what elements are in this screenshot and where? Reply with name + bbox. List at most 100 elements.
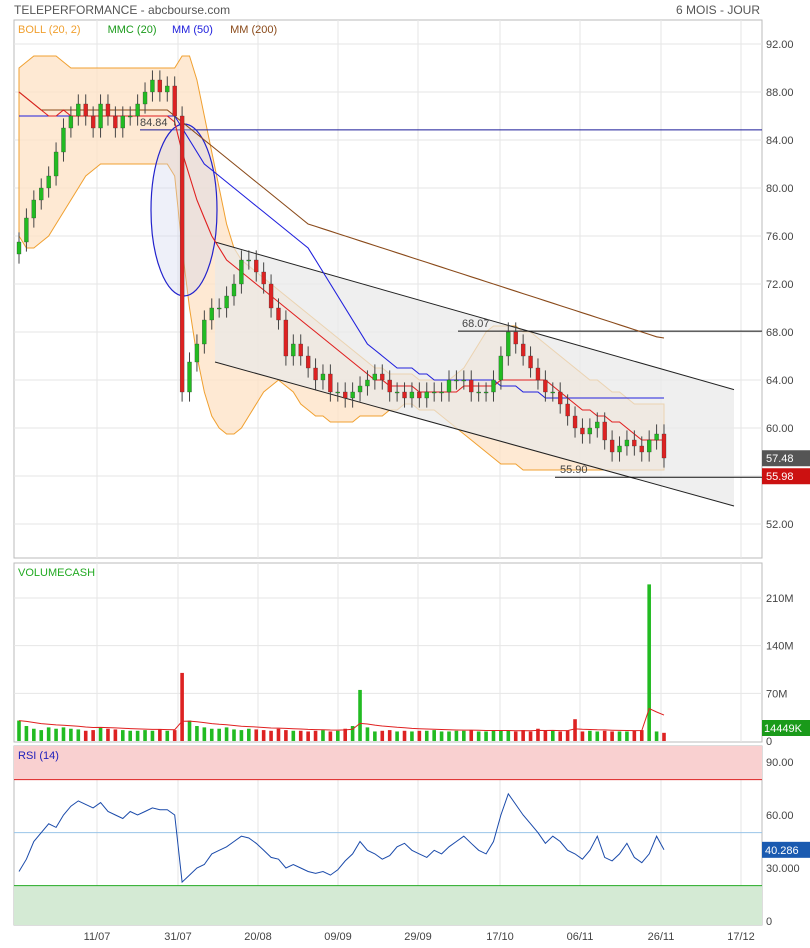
- x-tick-label: 09/09: [324, 931, 352, 943]
- volume-bar: [276, 728, 281, 741]
- volume-bar: [580, 731, 585, 741]
- volume-bar: [617, 731, 622, 741]
- rsi-last-label: 40.286: [765, 845, 799, 857]
- volume-bar: [113, 729, 118, 741]
- volume-bar: [454, 730, 459, 741]
- volume-bar: [328, 731, 333, 741]
- channel-upper-line: [214, 241, 735, 391]
- volume-bar: [291, 730, 296, 741]
- candle-body: [520, 343, 526, 357]
- candle-body: [135, 103, 140, 117]
- candle-body: [157, 79, 163, 93]
- volume-bar: [32, 728, 36, 741]
- candle-body: [53, 151, 59, 177]
- candle-body: [372, 373, 378, 381]
- price-tick-label: 76.00: [766, 231, 794, 243]
- volume-bar: [610, 731, 614, 741]
- volume-bar: [54, 728, 58, 741]
- volume-panel-frame: [13, 562, 763, 743]
- volume-bar: [217, 728, 221, 741]
- volume-tick-label: 0: [766, 736, 772, 748]
- candle-body: [506, 331, 511, 357]
- legend-entry: MM (50): [172, 24, 213, 36]
- candle-body: [439, 391, 444, 394]
- rsi-title: RSI (14): [18, 750, 59, 762]
- volume-bar: [39, 730, 44, 741]
- volume-bar: [83, 730, 88, 741]
- support-label: 55.90: [560, 464, 588, 476]
- gap-level-label: 84.84: [140, 117, 168, 129]
- candle-body: [394, 391, 400, 394]
- volume-bar: [209, 728, 214, 741]
- candle-body: [328, 373, 333, 393]
- volume-bar: [335, 730, 340, 741]
- rsi-line: [18, 792, 665, 884]
- x-tick-label: 29/09: [404, 931, 432, 943]
- candle-body: [617, 445, 622, 453]
- candle-body: [661, 433, 667, 459]
- candle-body: [202, 319, 207, 345]
- volume-bar: [536, 728, 540, 741]
- price-tick-label: 88.00: [766, 87, 794, 99]
- volume-tick-label: 210M: [766, 593, 794, 605]
- candle-body: [402, 391, 407, 399]
- candle-body: [632, 439, 637, 447]
- candle-body: [409, 391, 415, 399]
- volume-bar: [506, 730, 511, 741]
- volume-bar: [239, 730, 244, 741]
- candle-body: [128, 115, 133, 118]
- volume-bar: [306, 731, 310, 741]
- candle-body: [528, 355, 533, 369]
- candle-body: [424, 391, 429, 399]
- volume-bar: [550, 730, 555, 741]
- volume-bar: [632, 730, 637, 741]
- candle-body: [246, 259, 251, 262]
- volume-bar: [269, 730, 273, 741]
- candle-body: [498, 355, 504, 381]
- volume-bar: [158, 729, 162, 741]
- candle-body: [602, 421, 607, 441]
- volume-bar: [106, 728, 110, 741]
- candle-body: [417, 391, 422, 399]
- volume-bar: [247, 728, 251, 741]
- volume-bar: [150, 730, 155, 741]
- volume-bar: [387, 730, 392, 741]
- candle-body: [550, 391, 555, 394]
- candle-body: [46, 175, 51, 189]
- volume-bar: [128, 730, 133, 741]
- volume-bar: [224, 727, 229, 741]
- price-tick-label: 64.00: [766, 375, 794, 387]
- volume-bar: [180, 672, 184, 741]
- volume-bar: [143, 730, 147, 741]
- candle-body: [647, 439, 652, 453]
- candle-body: [291, 343, 296, 357]
- candle-body: [609, 439, 615, 453]
- candle-body: [580, 427, 585, 435]
- rsi-tick-label: 90.00: [766, 757, 794, 769]
- x-tick-label: 20/08: [244, 931, 272, 943]
- candle-body: [320, 373, 326, 381]
- legend-entry: MMC (20): [108, 24, 157, 36]
- volume-bar: [558, 731, 563, 741]
- candle-body: [276, 307, 281, 321]
- candle-body: [624, 439, 630, 447]
- volume-bar: [647, 584, 651, 741]
- candle-body: [350, 391, 355, 399]
- resistance-label: 68.07: [462, 318, 490, 330]
- marker-price-label: 55.98: [766, 471, 794, 483]
- volume-bar: [195, 726, 199, 741]
- volume-bar: [380, 730, 385, 741]
- candle-body: [68, 115, 74, 129]
- legend-entry: BOLL (20, 2): [18, 24, 81, 36]
- volume-bar: [165, 730, 170, 741]
- volume-bar: [321, 730, 325, 741]
- volume-bar: [232, 729, 236, 741]
- volume-bar: [521, 730, 525, 741]
- price-tick-label: 84.00: [766, 135, 794, 147]
- price-tick-label: 68.00: [766, 327, 794, 339]
- candle-body: [387, 379, 392, 393]
- volume-bar: [513, 731, 518, 741]
- candle-body: [343, 391, 348, 399]
- volume-bar: [298, 730, 303, 741]
- volume-bar: [588, 730, 592, 741]
